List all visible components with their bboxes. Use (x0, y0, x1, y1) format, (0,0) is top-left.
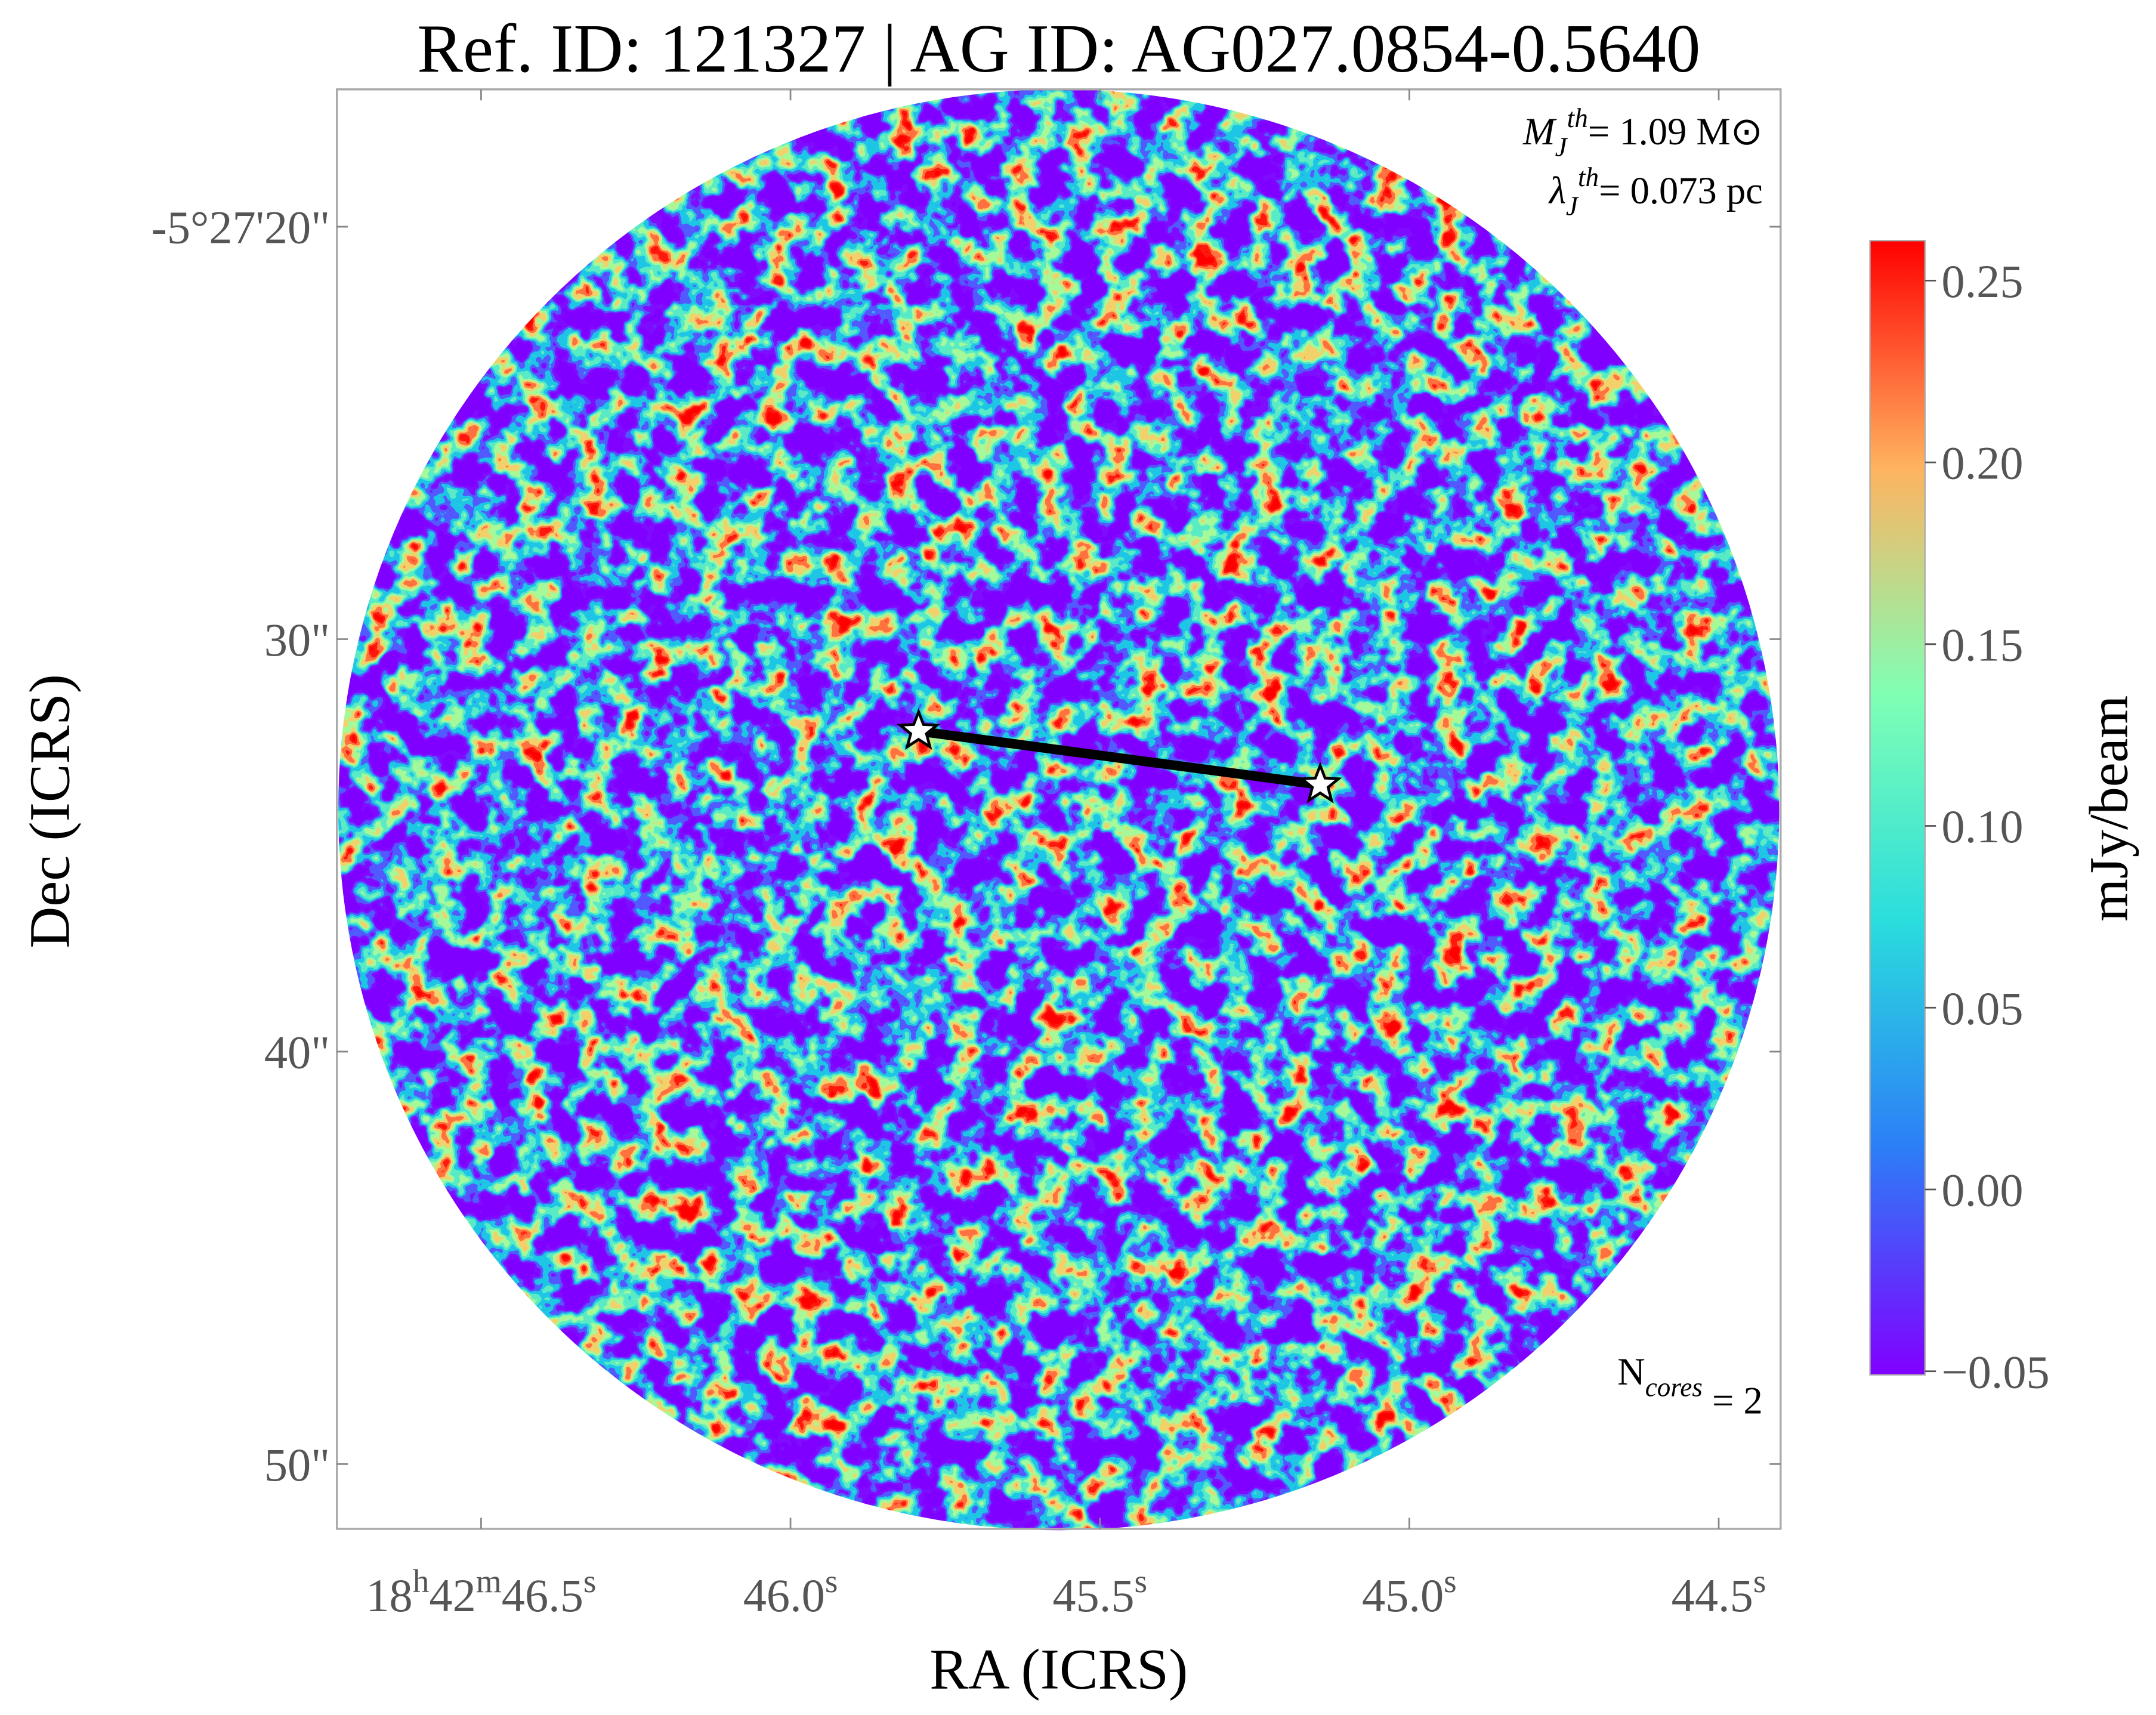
colorbar-tick-label: 0.00 (1941, 1164, 2023, 1216)
intensity-map (338, 89, 1780, 1529)
colorbar (1869, 240, 1926, 1376)
y-axis-title: Dec (ICRS) (17, 674, 81, 948)
colorbar-tick-label: 0.25 (1941, 255, 2023, 307)
x-tick-label: 45.0s (1362, 1563, 1457, 1621)
annotation: MJth= 1.09 M⊙ (1522, 103, 1763, 162)
colorbar-tick-label: 0.10 (1941, 801, 2023, 852)
core-link (918, 726, 1321, 790)
x-tick-label: 46.0s (743, 1563, 838, 1621)
y-tick-label: 40" (264, 1027, 330, 1079)
colorbar-tick-label: 0.15 (1941, 619, 2023, 670)
noise-field (338, 89, 1780, 1529)
y-tick-label: 30" (264, 614, 330, 666)
annotation: Ncores = 2 (1617, 1350, 1763, 1422)
x-axis-title: RA (ICRS) (929, 1637, 1188, 1701)
plot-frame (335, 88, 1782, 1530)
colorbar-tick-label: 0.05 (1941, 982, 2023, 1034)
colorbar-tick-label: 0.20 (1941, 437, 2023, 489)
colorbar-tick-label: −0.05 (1941, 1346, 2049, 1398)
x-tick-label: 18h42m46.5s (366, 1563, 596, 1621)
y-tick-label: 50" (264, 1439, 330, 1491)
colorbar-label: mJy/beam (2078, 696, 2139, 922)
x-tick-label: 44.5s (1672, 1563, 1766, 1621)
core-marker (897, 708, 941, 750)
y-tick-label: -5°27'20" (152, 202, 330, 254)
x-tick-label: 45.5s (1052, 1563, 1147, 1621)
annotation: λJth= 0.073 pc (1548, 162, 1763, 221)
core-marker (1298, 761, 1342, 804)
chart-title: Ref. ID: 121327 | AG ID: AG027.0854-0.56… (417, 10, 1700, 86)
